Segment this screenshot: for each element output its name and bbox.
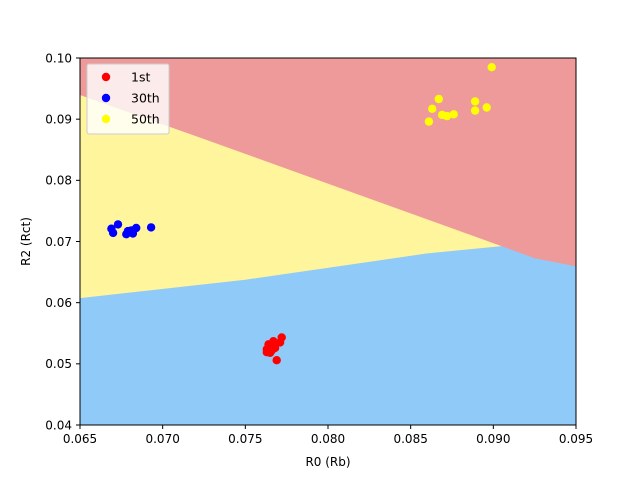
point-50th: [424, 117, 434, 126]
point-50th: [487, 62, 496, 72]
point-1st: [270, 343, 280, 353]
point-50th: [449, 110, 458, 119]
x-tick-label: 0.090: [476, 432, 510, 446]
point-30th: [146, 223, 156, 232]
point-50th: [428, 104, 437, 114]
point-1st: [277, 333, 286, 342]
legend-label-30th: 30th: [131, 91, 160, 106]
x-tick-label: 0.095: [559, 432, 593, 446]
x-axis-ticks: 0.065 0.070 0.075 0.080 0.085 0.090 0.095: [63, 425, 593, 446]
y-tick-label: 0.04: [45, 418, 72, 432]
x-tick-label: 0.065: [63, 432, 97, 446]
decision-regions: [79, 57, 577, 426]
point-1st: [272, 356, 281, 365]
legend-marker-50th: [101, 114, 111, 124]
y-tick-label: 0.10: [45, 51, 72, 65]
x-tick-label: 0.075: [228, 432, 262, 446]
x-tick-label: 0.070: [145, 432, 179, 446]
y-tick-label: 0.07: [45, 235, 72, 249]
point-50th: [470, 106, 480, 115]
y-tick-label: 0.09: [45, 112, 72, 126]
x-tick-label: 0.080: [311, 432, 345, 446]
point-50th: [470, 97, 480, 106]
point-30th: [113, 220, 123, 229]
x-tick-label: 0.085: [393, 432, 427, 446]
legend: 1st 30th 50th: [86, 63, 170, 135]
y-axis-label: R2 (Rct): [19, 217, 33, 266]
point-50th: [482, 103, 491, 112]
point-30th: [108, 228, 118, 238]
legend-label-50th: 50th: [131, 112, 160, 127]
y-tick-label: 0.06: [45, 296, 72, 310]
y-tick-label: 0.08: [45, 174, 72, 188]
legend-marker-1st: [101, 72, 111, 82]
data-points: [107, 62, 496, 365]
point-30th: [132, 223, 141, 233]
point-50th: [442, 111, 452, 121]
x-axis-label: R0 (Rb): [305, 455, 350, 469]
legend-marker-30th: [101, 93, 111, 103]
point-50th: [434, 94, 443, 104]
y-axis-ticks: 0.04 0.05 0.06 0.07 0.08 0.09 0.10: [45, 51, 80, 432]
legend-label-1st: 1st: [131, 70, 150, 85]
y-tick-label: 0.05: [45, 357, 72, 371]
